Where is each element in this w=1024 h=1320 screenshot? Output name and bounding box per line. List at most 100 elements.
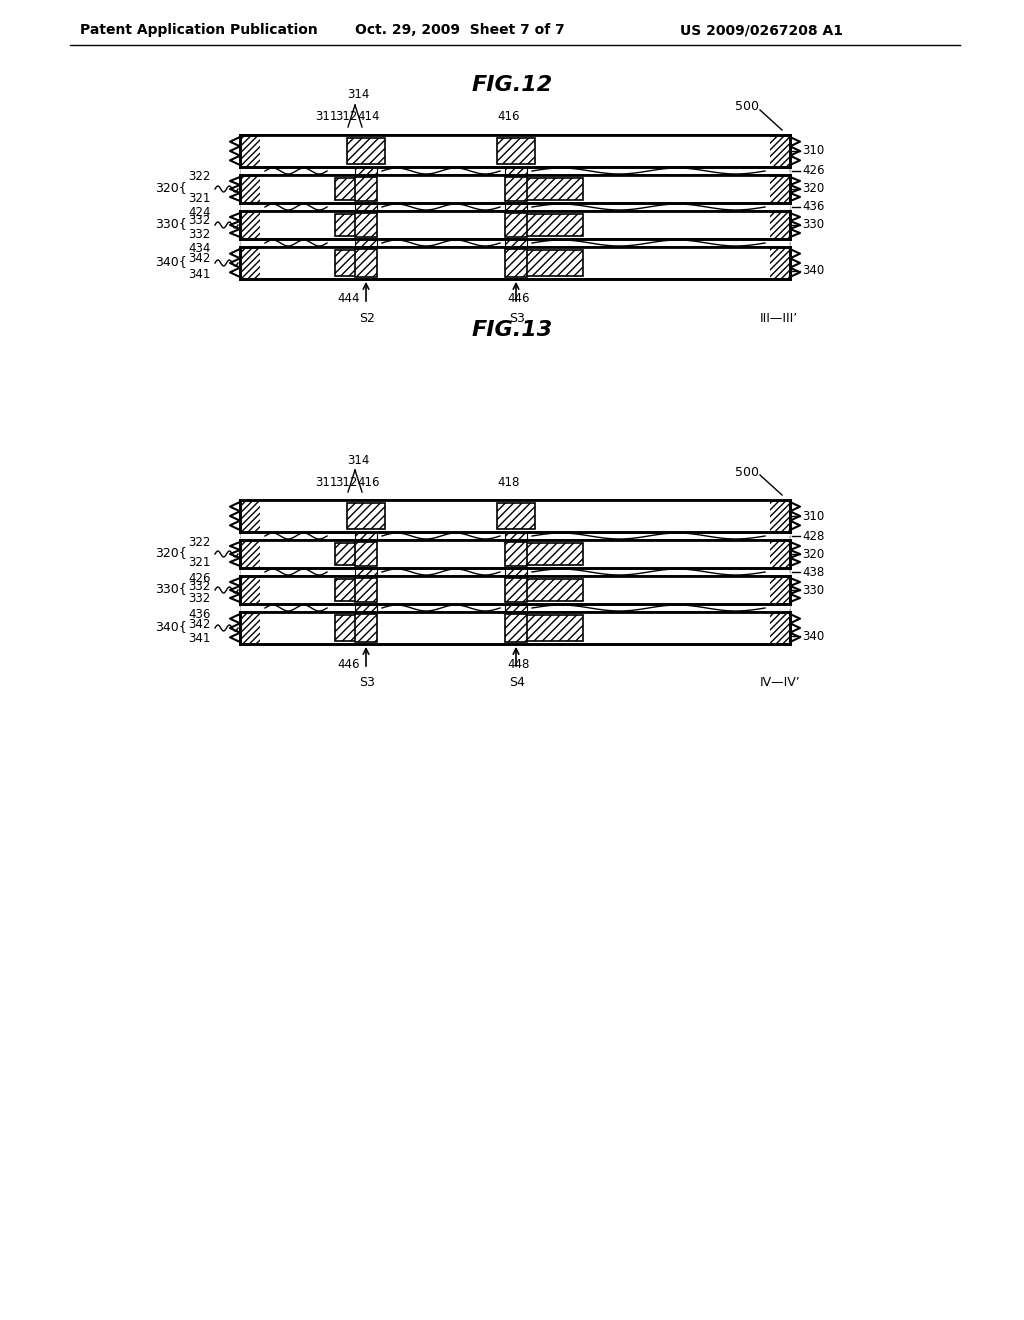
Bar [355, 500, 377, 644]
Bar [525, 214, 583, 236]
Bar [335, 579, 357, 601]
Bar [347, 139, 385, 164]
Text: 314: 314 [347, 454, 370, 466]
Text: 332: 332 [188, 227, 210, 240]
Text: S2: S2 [359, 312, 375, 325]
Text: 436: 436 [188, 607, 210, 620]
Bar [355, 249, 377, 277]
Text: 436: 436 [802, 201, 824, 214]
Bar [355, 578, 377, 602]
Bar [505, 135, 527, 279]
Text: 342: 342 [188, 618, 210, 631]
Bar [240, 576, 790, 605]
Text: 310: 310 [802, 144, 824, 157]
Bar [355, 177, 377, 201]
Bar [241, 136, 790, 279]
Bar [260, 248, 770, 279]
Text: III—III’: III—III’ [760, 312, 799, 325]
Bar [525, 249, 583, 276]
Bar [240, 612, 790, 644]
Bar [335, 543, 357, 565]
Bar [497, 139, 535, 164]
Bar [335, 615, 357, 642]
Text: 342: 342 [188, 252, 210, 265]
Bar [240, 247, 790, 279]
Text: 438: 438 [802, 565, 824, 578]
Bar [335, 178, 357, 201]
Text: 446: 446 [337, 657, 359, 671]
Text: 311: 311 [315, 475, 337, 488]
Text: IV—IV’: IV—IV’ [760, 676, 801, 689]
Bar [347, 503, 385, 529]
Bar [240, 500, 790, 532]
Bar [335, 249, 357, 276]
Text: 320: 320 [802, 548, 824, 561]
Text: 428: 428 [802, 529, 824, 543]
Text: 416: 416 [497, 111, 519, 124]
Bar [260, 541, 770, 568]
Bar [240, 211, 790, 239]
Bar [240, 540, 790, 568]
Text: 426: 426 [802, 165, 824, 177]
Text: 434: 434 [188, 243, 210, 256]
Bar [505, 177, 527, 201]
Bar [355, 213, 377, 238]
Text: S3: S3 [509, 312, 525, 325]
Text: 330: 330 [802, 583, 824, 597]
Bar [505, 249, 527, 277]
Text: 340: 340 [802, 264, 824, 277]
Bar [505, 500, 527, 644]
Text: 500: 500 [735, 100, 759, 114]
Text: 330{: 330{ [155, 218, 186, 231]
Text: Oct. 29, 2009  Sheet 7 of 7: Oct. 29, 2009 Sheet 7 of 7 [355, 22, 565, 37]
Bar [355, 543, 377, 566]
Text: 322: 322 [188, 536, 210, 549]
Bar [260, 577, 770, 603]
Text: S4: S4 [509, 676, 525, 689]
Text: 444: 444 [337, 293, 359, 305]
Text: 341: 341 [188, 632, 210, 645]
Text: US 2009/0267208 A1: US 2009/0267208 A1 [680, 22, 843, 37]
Text: 340: 340 [802, 630, 824, 643]
Bar [240, 135, 790, 279]
Text: 320{: 320{ [155, 181, 186, 194]
Bar [525, 579, 583, 601]
Text: 340{: 340{ [155, 620, 186, 634]
Text: 321: 321 [188, 191, 210, 205]
Text: 332: 332 [188, 214, 210, 227]
Text: 500: 500 [735, 466, 759, 479]
Text: 321: 321 [188, 557, 210, 569]
Text: 332: 332 [188, 579, 210, 593]
Bar [505, 213, 527, 238]
Text: 330: 330 [802, 219, 824, 231]
Bar [260, 502, 770, 531]
Text: 416: 416 [357, 475, 380, 488]
Text: 320: 320 [802, 182, 824, 195]
Bar [505, 578, 527, 602]
Text: 424: 424 [188, 206, 211, 219]
Text: 312: 312 [335, 475, 357, 488]
Text: FIG.13: FIG.13 [471, 319, 553, 341]
Bar [505, 614, 527, 642]
Text: FIG.12: FIG.12 [471, 75, 553, 95]
Text: 426: 426 [188, 572, 211, 585]
Bar [260, 176, 770, 202]
Text: 414: 414 [357, 111, 380, 124]
Text: 448: 448 [507, 657, 529, 671]
Text: 340{: 340{ [155, 256, 186, 268]
Bar [260, 213, 770, 238]
Bar [240, 500, 790, 644]
Bar [525, 543, 583, 565]
Bar [525, 178, 583, 201]
Text: Patent Application Publication: Patent Application Publication [80, 22, 317, 37]
Text: 314: 314 [347, 88, 370, 102]
Text: S3: S3 [359, 676, 375, 689]
Text: 341: 341 [188, 268, 210, 281]
Bar [497, 503, 535, 529]
Bar [240, 176, 790, 203]
Text: 311: 311 [315, 111, 337, 124]
Bar [355, 614, 377, 642]
Text: 330{: 330{ [155, 582, 186, 595]
Text: 332: 332 [188, 593, 210, 606]
Text: 418: 418 [497, 475, 519, 488]
